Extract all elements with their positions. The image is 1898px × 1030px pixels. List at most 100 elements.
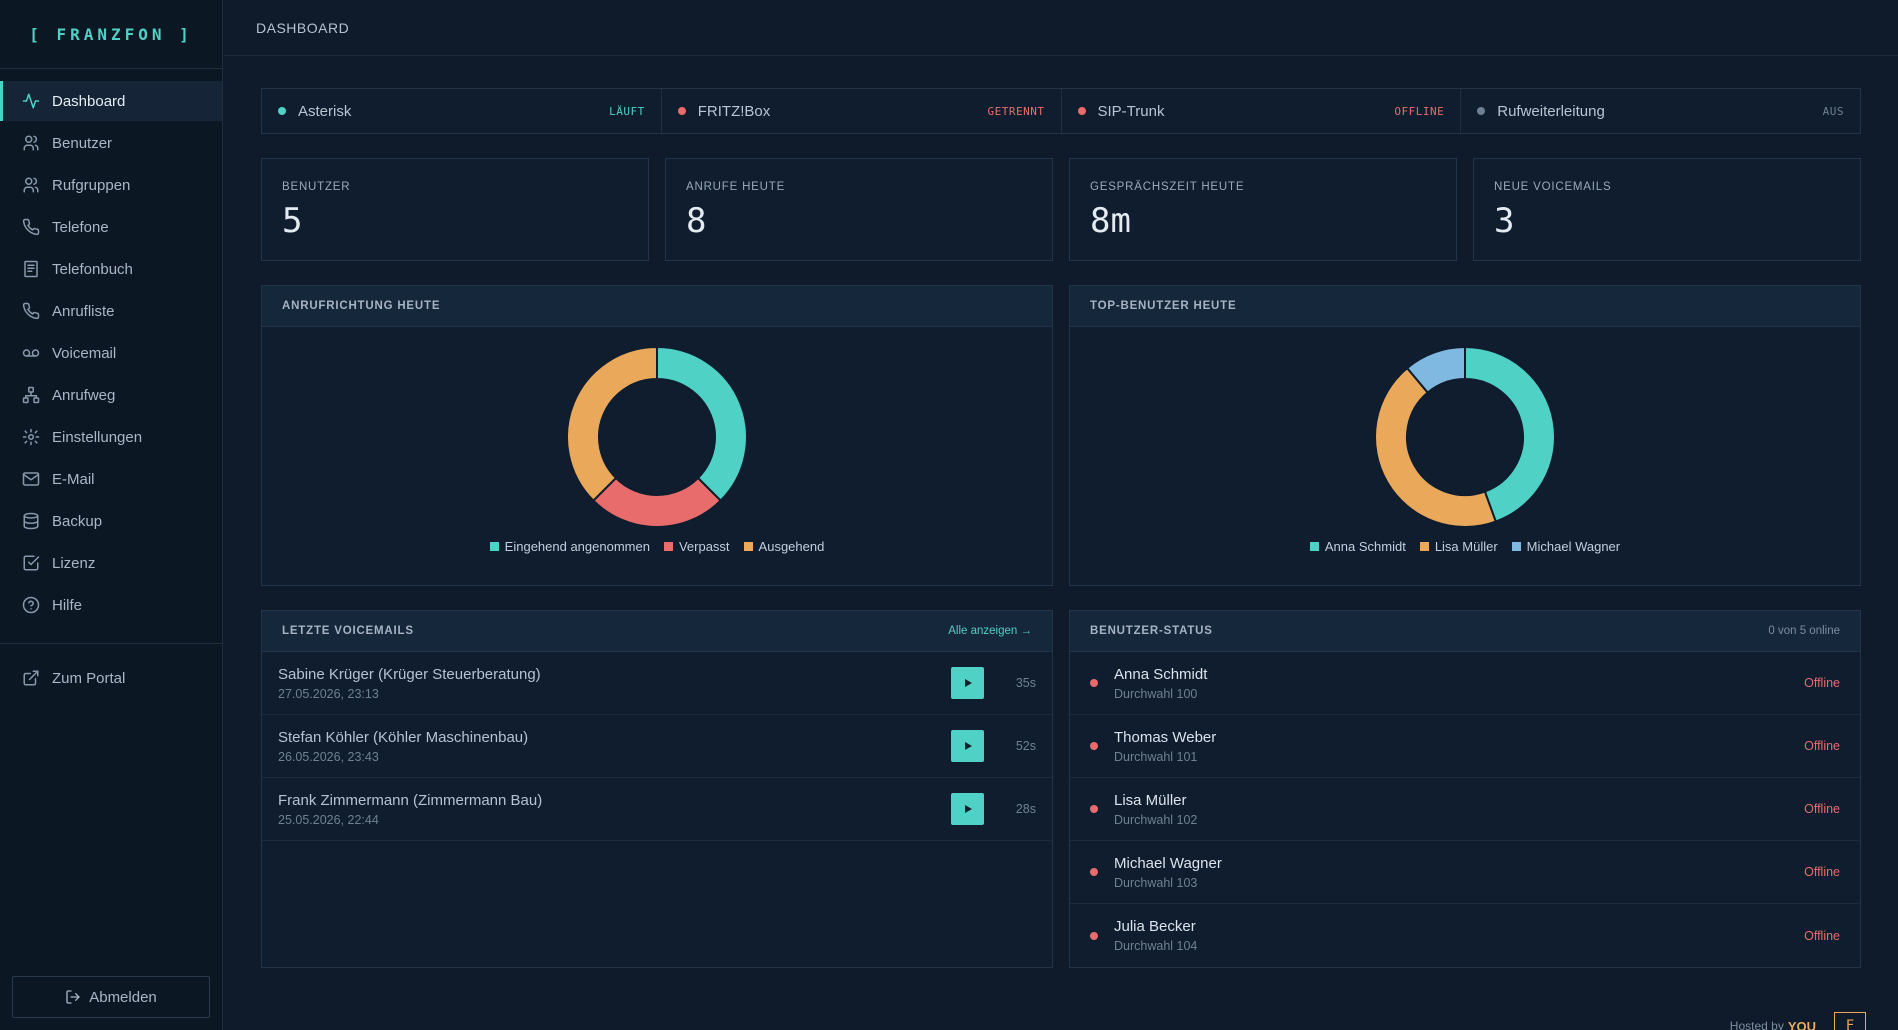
legend-item[interactable]: Ausgehend	[743, 539, 825, 554]
status-asterisk: Asterisk LÄUFT	[262, 89, 662, 133]
status-dot	[1090, 931, 1098, 940]
stat-label: BENUTZER	[282, 181, 351, 193]
hosted-by-brand[interactable]: YOU	[1787, 1018, 1816, 1030]
play-button[interactable]	[951, 793, 984, 825]
user-status-item[interactable]: Lisa Müller Durchwahl 102 Offline	[1070, 778, 1860, 841]
chart-legend: Anna Schmidt Lisa Müller Michael Wagner	[1309, 539, 1620, 554]
status-name: Rufweiterleitung	[1497, 102, 1605, 120]
panel-title: TOP-BENUTZER HEUTE	[1090, 300, 1237, 312]
sidebar-item-label: Einstellungen	[52, 428, 143, 446]
sidebar-item-telefonbuch[interactable]: Telefonbuch	[0, 249, 222, 289]
legend-swatch	[489, 542, 499, 551]
play-button[interactable]	[951, 667, 984, 699]
chart-panel-top-users: TOP-BENUTZER HEUTE Anna Schmidt Lisa Müll…	[1069, 285, 1861, 586]
sidebar: [ FRANZFON ] Dashboard Benutzer Rufgrupp…	[0, 0, 223, 1030]
donut-slice[interactable]	[656, 347, 747, 503]
sidebar-item-rufgruppen[interactable]: Rufgruppen	[0, 165, 222, 205]
hosted-by-label: Hosted by	[1729, 1019, 1784, 1030]
user-status-panel: BENUTZER-STATUS 0 von 5 online Anna Schm…	[1069, 610, 1861, 968]
logout-label: Abmelden	[89, 988, 157, 1006]
legend-item[interactable]: Michael Wagner	[1511, 539, 1620, 554]
status-sip-trunk: SIP-Trunk OFFLINE	[1062, 89, 1462, 133]
user-status-item[interactable]: Michael Wagner Durchwahl 103 Offline	[1070, 841, 1860, 904]
user-status-item[interactable]: Anna Schmidt Durchwahl 100 Offline	[1070, 652, 1860, 715]
donut-chart-top-users	[1375, 347, 1555, 527]
sidebar-item-anrufweg[interactable]: Anrufweg	[0, 375, 222, 415]
status-dot	[1090, 868, 1098, 876]
donut-slice[interactable]	[1375, 366, 1498, 527]
donut-slice[interactable]	[591, 476, 723, 527]
sidebar-item-dashboard[interactable]: Dashboard	[0, 81, 222, 121]
user-state-badge: Offline	[1804, 928, 1840, 943]
legend-item[interactable]: Eingehend angenommen	[489, 539, 650, 554]
sidebar-item-lizenz[interactable]: Lizenz	[0, 543, 222, 583]
status-dot	[1090, 679, 1098, 687]
user-name: Lisa Müller	[1114, 791, 1187, 809]
stat-value: 5	[282, 201, 303, 241]
phone-icon	[22, 218, 40, 236]
user-info: Michael Wagner Durchwahl 103	[1114, 855, 1804, 890]
donut-chart-direction	[567, 347, 747, 527]
sidebar-item-backup[interactable]: Backup	[0, 501, 222, 541]
legend-item[interactable]: Lisa Müller	[1419, 539, 1498, 554]
sidebar-item-label: Lizenz	[52, 554, 96, 572]
sidebar-item-voicemail[interactable]: Voicemail	[0, 333, 222, 373]
stat-card-anrufe: ANRUFE HEUTE 8	[665, 158, 1053, 261]
database-icon	[22, 512, 40, 530]
play-icon	[964, 679, 972, 687]
panel-header: LETZTE VOICEMAILS Alle anzeigen →	[262, 611, 1052, 652]
user-status-item[interactable]: Thomas Weber Durchwahl 101 Offline	[1070, 715, 1860, 778]
legend-item[interactable]: Verpasst	[663, 539, 730, 554]
donut-slice[interactable]	[1405, 347, 1466, 394]
activity-icon	[22, 92, 40, 110]
sidebar-item-email[interactable]: E-Mail	[0, 459, 222, 499]
user-extension: Durchwahl 102	[1114, 812, 1198, 827]
panel-header: BENUTZER-STATUS 0 von 5 online	[1070, 611, 1860, 652]
user-extension: Durchwahl 101	[1114, 749, 1198, 764]
chart-panel-direction: ANRUFRICHTUNG HEUTE Eingehend angenommen…	[261, 285, 1053, 586]
show-all-link[interactable]: Alle anzeigen →	[948, 625, 1032, 637]
voicemail-item[interactable]: Stefan Köhler (Köhler Maschinenbau) 26.0…	[262, 715, 1052, 778]
status-dot	[1090, 805, 1098, 813]
external-link-icon	[22, 669, 40, 687]
donut-slice[interactable]	[1464, 347, 1555, 523]
sidebar-item-benutzer[interactable]: Benutzer	[0, 123, 222, 163]
sidebar-item-telefone[interactable]: Telefone	[0, 207, 222, 247]
sidebar-item-hilfe[interactable]: Hilfe	[0, 585, 222, 625]
status-badge: AUS	[1822, 104, 1844, 118]
status-dot	[1477, 107, 1486, 115]
voicemail-panel: LETZTE VOICEMAILS Alle anzeigen → Sabine…	[261, 610, 1053, 968]
user-name: Anna Schmidt	[1114, 665, 1208, 683]
brand-badge[interactable]: F	[1834, 1012, 1866, 1030]
user-state-badge: Offline	[1804, 739, 1840, 753]
user-status-item[interactable]: Julia Becker Durchwahl 104 Offline	[1070, 904, 1860, 967]
status-dot	[1077, 107, 1086, 115]
status-dot	[1090, 742, 1098, 750]
sidebar-item-portal[interactable]: Zum Portal	[0, 658, 222, 698]
phone-call-icon	[22, 302, 40, 320]
voicemail-item[interactable]: Frank Zimmermann (Zimmermann Bau) 25.05.…	[262, 778, 1052, 841]
voicemail-item[interactable]: Sabine Krüger (Krüger Steuerberatung) 27…	[262, 652, 1052, 715]
users-icon	[22, 134, 40, 152]
sidebar-item-label: Zum Portal	[52, 669, 126, 687]
legend-item[interactable]: Anna Schmidt	[1309, 539, 1406, 554]
sidebar-item-anrufliste[interactable]: Anrufliste	[0, 291, 222, 331]
help-circle-icon	[22, 596, 40, 614]
play-button[interactable]	[951, 730, 984, 762]
status-rufweiterleitung: Rufweiterleitung AUS	[1461, 89, 1860, 133]
sidebar-divider	[0, 643, 222, 644]
chart-body: Eingehend angenommen Verpasst Ausgehend	[262, 327, 1052, 585]
panel-title: BENUTZER-STATUS	[1090, 625, 1213, 637]
legend-label: Ausgehend	[758, 539, 825, 554]
status-badge: OFFLINE	[1394, 104, 1445, 118]
logout-button[interactable]: Abmelden	[12, 976, 210, 1018]
stat-label: ANRUFE HEUTE	[686, 181, 786, 193]
panel-title: ANRUFRICHTUNG HEUTE	[282, 300, 441, 312]
stat-card-voicemails: NEUE VOICEMAILS 3	[1473, 158, 1861, 261]
stat-card-benutzer: BENUTZER 5	[261, 158, 649, 261]
legend-label: Verpasst	[678, 539, 730, 554]
app-logo[interactable]: [ FRANZFON ]	[0, 0, 222, 69]
donut-slice[interactable]	[567, 347, 658, 503]
network-icon	[22, 386, 40, 404]
sidebar-item-einstellungen[interactable]: Einstellungen	[0, 417, 222, 457]
